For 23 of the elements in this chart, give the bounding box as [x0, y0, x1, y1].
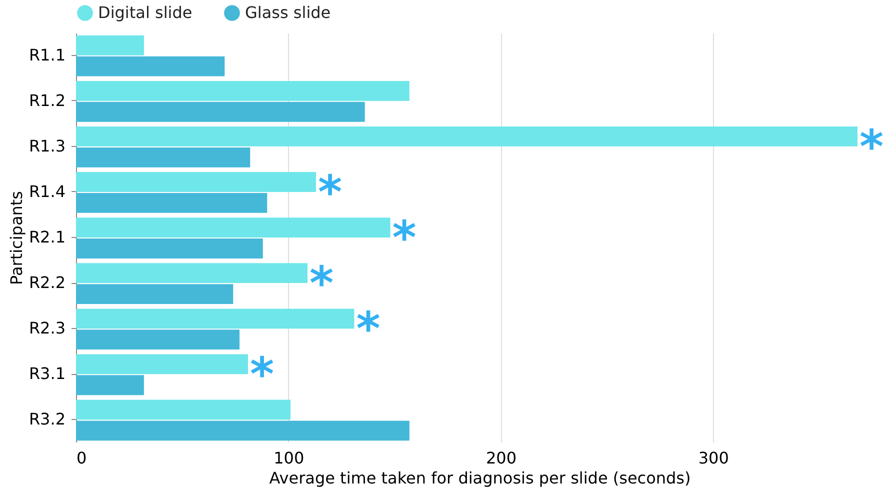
legend-label: Digital slide — [98, 3, 192, 22]
y-tick-label: R1.2 — [28, 90, 66, 110]
y-tick-label: R2.1 — [28, 228, 66, 246]
y-tick-label: R1.1 — [28, 45, 66, 64]
y-tick-label: R3.2 — [28, 410, 66, 429]
annotation: * — [309, 256, 334, 310]
x-tick-label: 100 — [274, 448, 304, 468]
y-tick-label: R3.1 — [28, 364, 66, 384]
y-tick-label: R2.3 — [28, 318, 66, 338]
x-tick-label: 0 — [76, 448, 87, 468]
x-tick-label: 200 — [486, 448, 517, 468]
y-axis-title: Participants — [6, 191, 26, 285]
legend-label: Glass slide — [245, 3, 331, 22]
annotation: * — [860, 119, 884, 174]
annotation: * — [356, 302, 380, 356]
x-tick-label: 300 — [698, 448, 729, 468]
annotation: * — [392, 210, 416, 264]
annotation: * — [250, 347, 274, 402]
y-tick-label: R1.4 — [28, 182, 66, 201]
y-tick-label: R1.3 — [28, 136, 66, 156]
y-tick-label: R2.2 — [28, 273, 66, 292]
annotation: * — [318, 164, 342, 219]
x-axis-title: Average time taken for diagnosis per slide (seconds) — [269, 468, 691, 488]
